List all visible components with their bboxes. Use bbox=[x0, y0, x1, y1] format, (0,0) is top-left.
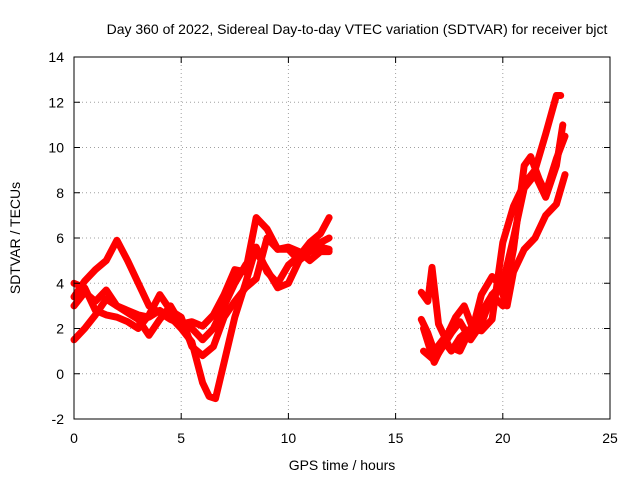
y-tick-label: 0 bbox=[56, 366, 64, 382]
series-trace-8 bbox=[420, 171, 569, 366]
series-trace-7 bbox=[420, 132, 569, 364]
tick-layer: 0 5 10 15 20 25 -2 0 2 4 6 8 10 12 14 bbox=[48, 49, 618, 446]
y-axis-title: SDTVAR / TECUs bbox=[7, 182, 23, 294]
x-tick-label: 0 bbox=[70, 430, 78, 446]
grid-layer bbox=[74, 57, 610, 419]
series-trace-4 bbox=[70, 214, 333, 330]
y-tick-label: 2 bbox=[56, 321, 64, 337]
y-tick-label: 14 bbox=[48, 49, 64, 65]
y-tick-label: 12 bbox=[48, 94, 64, 110]
x-tick-label: 25 bbox=[602, 430, 618, 446]
x-tick-label: 20 bbox=[495, 430, 511, 446]
chart-title: Day 360 of 2022, Sidereal Day-to-day VTE… bbox=[107, 21, 608, 37]
series-trace-2 bbox=[70, 243, 333, 344]
x-tick-label: 15 bbox=[388, 430, 404, 446]
x-axis-title: GPS time / hours bbox=[289, 457, 396, 473]
y-tick-label: 4 bbox=[56, 275, 64, 291]
y-tick-label: -2 bbox=[52, 411, 65, 427]
y-tick-label: 6 bbox=[56, 230, 64, 246]
x-tick-label: 5 bbox=[177, 430, 185, 446]
y-tick-label: 8 bbox=[56, 185, 64, 201]
x-tick-label: 10 bbox=[281, 430, 297, 446]
series-layer bbox=[70, 92, 569, 403]
y-tick-label: 10 bbox=[48, 140, 64, 156]
